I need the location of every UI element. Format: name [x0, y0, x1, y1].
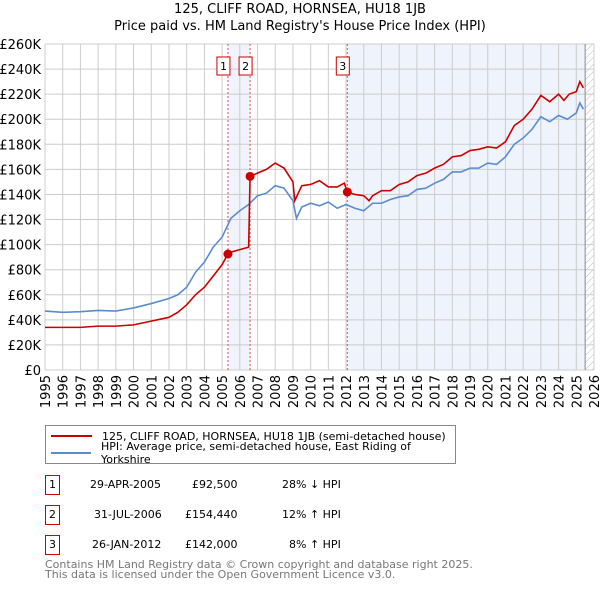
x-tick-label: 2018: [446, 375, 461, 408]
sale-hpi: 8% ↑ HPI: [289, 538, 341, 551]
x-tick-label: 2006: [234, 375, 249, 408]
y-tick-label: £240K: [0, 63, 41, 78]
y-tick-label: £120K: [0, 214, 41, 229]
legend-label: HPI: Average price, semi-detached house,…: [100, 440, 411, 466]
x-tick-label: 1998: [92, 375, 107, 408]
x-tick-label: 2005: [216, 375, 231, 408]
sale-hpi: 12% ↑ HPI: [282, 508, 341, 521]
y-tick-label: £20K: [8, 339, 42, 354]
legend: 125, CLIFF ROAD, HORNSEA, HU18 1JB (semi…: [45, 425, 456, 466]
sale-label-box: [335, 56, 350, 76]
sale-label-box: [216, 56, 231, 76]
y-tick-label: £200K: [0, 113, 41, 128]
x-tick-label: 2010: [305, 375, 320, 408]
sale-label: 2: [242, 60, 249, 73]
x-tick-label: 1999: [110, 375, 125, 408]
sale-marker: 2: [45, 505, 60, 525]
footer-line: This data is licensed under the Open Gov…: [45, 568, 396, 581]
legend-item-hpi: HPI: Average price, semi-detached house,…: [46, 440, 455, 466]
hpi-line: [44, 101, 585, 314]
x-tick-label: 2025: [570, 375, 585, 408]
y-tick-label: £60K: [8, 289, 42, 304]
x-tick-label: 2001: [145, 375, 160, 408]
sale-label: 3: [339, 60, 346, 73]
y-tick-label: £0: [24, 364, 41, 379]
shaded-period: [347, 44, 586, 370]
x-tick-label: 2015: [393, 375, 408, 408]
x-tick-label: 2003: [181, 375, 196, 408]
sale-date: 31-JUL-2006: [94, 508, 162, 521]
y-tick-label: £140K: [0, 188, 41, 203]
legend-label: 125, CLIFF ROAD, HORNSEA, HU18 1JB (semi…: [102, 429, 446, 443]
sale-marker: 3: [45, 535, 60, 555]
x-tick-label: 2016: [411, 375, 426, 408]
x-tick-label: 2002: [163, 375, 178, 408]
x-tick-label: 2012: [340, 375, 355, 408]
sale-point: [245, 171, 255, 181]
y-tick-label: £40K: [8, 314, 42, 329]
x-tick-label: 1996: [57, 375, 72, 408]
x-tick-label: 2021: [499, 375, 514, 408]
y-tick-label: £80K: [8, 264, 42, 279]
y-tick-label: £100K: [0, 239, 41, 254]
x-tick-label: 2011: [322, 375, 337, 408]
y-tick-label: £220K: [0, 88, 41, 103]
legend-swatch-blue: [51, 452, 91, 454]
shaded-period: [227, 44, 251, 370]
y-tick-label: £260K: [0, 38, 41, 53]
x-tick-label: 2022: [517, 375, 532, 408]
price-chart: £0 £20K £40K £60K £80K £100K £120K £140K £160K £1…: [0, 38, 600, 408]
chart-title: 125, CLIFF ROAD, HORNSEA, HU18 1JB: [174, 2, 426, 17]
x-tick-label: 2017: [429, 375, 444, 408]
y-tick-label: £160K: [0, 163, 41, 178]
x-tick-label: 2007: [252, 375, 267, 408]
sale-price: £154,440: [185, 508, 238, 521]
sale-date: 26-JAN-2012: [92, 538, 162, 551]
footer: Contains HM Land Registry data © Crown c…: [45, 558, 473, 581]
sale-point: [342, 187, 352, 197]
forecast-hatch: [585, 44, 594, 370]
legend-swatch-red: [51, 435, 92, 437]
x-tick-label: 2023: [535, 375, 550, 408]
x-tick-label: 2014: [375, 375, 390, 408]
x-tick-label: 1997: [74, 375, 89, 408]
x-tick-label: 1995: [39, 375, 54, 408]
sale-marker: 1: [45, 475, 60, 495]
sale-hpi: 28% ↓ HPI: [282, 478, 341, 491]
x-tick-label: 2013: [358, 375, 373, 408]
sale-price: £142,000: [185, 538, 238, 551]
x-tick-label: 2004: [198, 375, 213, 408]
y-tick-label: £180K: [0, 138, 41, 153]
chart-subtitle: Price paid vs. HM Land Registry's House …: [114, 19, 486, 34]
sale-date: 29-APR-2005: [90, 478, 162, 491]
sale-label-box: [238, 56, 253, 76]
footer-line: Contains HM Land Registry data © Crown c…: [45, 558, 473, 571]
sale-point: [223, 249, 233, 259]
x-tick-label: 2019: [464, 375, 479, 408]
sale-price: £92,500: [192, 478, 238, 491]
x-tick-label: 2026: [588, 375, 600, 408]
sale-label: 1: [220, 60, 227, 73]
x-tick-label: 2020: [482, 375, 497, 408]
legend-item-property: 125, CLIFF ROAD, HORNSEA, HU18 1JB (semi…: [46, 428, 446, 444]
x-tick-label: 2009: [287, 375, 302, 408]
x-tick-label: 2000: [128, 375, 143, 408]
x-tick-label: 2008: [269, 375, 284, 408]
x-tick-label: 2024: [553, 375, 568, 408]
